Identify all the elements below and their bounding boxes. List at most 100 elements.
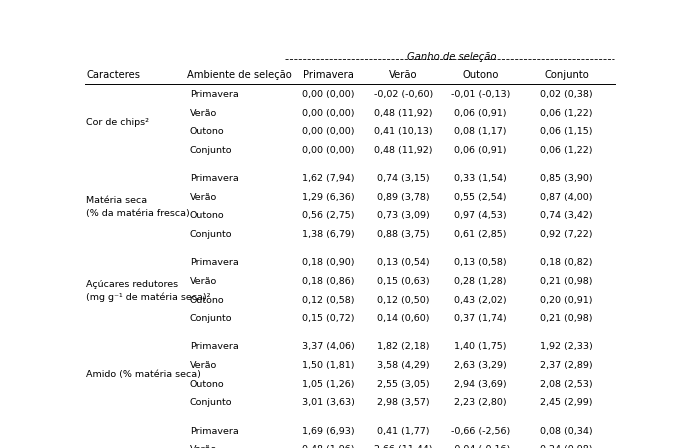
Text: 0,12 (0,58): 0,12 (0,58) — [302, 296, 354, 305]
Text: Conjunto: Conjunto — [190, 146, 232, 155]
Text: 0,00 (0,00): 0,00 (0,00) — [302, 146, 354, 155]
Text: 0,88 (3,75): 0,88 (3,75) — [377, 230, 430, 239]
Text: 2,66 (11,44): 2,66 (11,44) — [374, 445, 433, 448]
Text: 0,61 (2,85): 0,61 (2,85) — [454, 230, 507, 239]
Text: Verão: Verão — [190, 361, 217, 370]
Text: 3,37 (4,06): 3,37 (4,06) — [302, 342, 354, 352]
Text: 3,58 (4,29): 3,58 (4,29) — [377, 361, 430, 370]
Text: 2,23 (2,80): 2,23 (2,80) — [454, 398, 507, 407]
Text: 2,63 (3,29): 2,63 (3,29) — [454, 361, 507, 370]
Text: 0,06 (1,22): 0,06 (1,22) — [540, 108, 593, 117]
Text: 0,89 (3,78): 0,89 (3,78) — [377, 193, 430, 202]
Text: 2,37 (2,89): 2,37 (2,89) — [540, 361, 593, 370]
Text: 0,48 (1,96): 0,48 (1,96) — [302, 445, 354, 448]
Text: 1,38 (6,79): 1,38 (6,79) — [302, 230, 354, 239]
Text: Verão: Verão — [190, 108, 217, 117]
Text: Ambiente de seleção: Ambiente de seleção — [187, 70, 292, 80]
Text: 0,74 (3,15): 0,74 (3,15) — [377, 174, 430, 183]
Text: Primavera: Primavera — [190, 258, 238, 267]
Text: 0,87 (4,00): 0,87 (4,00) — [540, 193, 593, 202]
Text: -0,01 (-0,13): -0,01 (-0,13) — [451, 90, 510, 99]
Text: Outono: Outono — [190, 127, 224, 136]
Text: Primavera: Primavera — [190, 342, 238, 352]
Text: 0,21 (0,98): 0,21 (0,98) — [540, 277, 593, 286]
Text: 0,08 (1,17): 0,08 (1,17) — [454, 127, 507, 136]
Text: 0,20 (0,91): 0,20 (0,91) — [540, 296, 593, 305]
Text: 0,43 (2,02): 0,43 (2,02) — [454, 296, 507, 305]
Text: 0,14 (0,60): 0,14 (0,60) — [377, 314, 430, 323]
Text: 3,01 (3,63): 3,01 (3,63) — [302, 398, 354, 407]
Text: 0,41 (1,77): 0,41 (1,77) — [377, 426, 430, 435]
Text: 1,69 (6,93): 1,69 (6,93) — [302, 426, 354, 435]
Text: 0,00 (0,00): 0,00 (0,00) — [302, 90, 354, 99]
Text: Primavera: Primavera — [303, 70, 354, 80]
Text: 0,00 (0,00): 0,00 (0,00) — [302, 108, 354, 117]
Text: Outono: Outono — [190, 296, 224, 305]
Text: -0,66 (-2,56): -0,66 (-2,56) — [451, 426, 510, 435]
Text: 1,29 (6,36): 1,29 (6,36) — [302, 193, 354, 202]
Text: 0,06 (0,91): 0,06 (0,91) — [454, 146, 507, 155]
Text: 2,98 (3,57): 2,98 (3,57) — [377, 398, 430, 407]
Text: 0,41 (10,13): 0,41 (10,13) — [374, 127, 433, 136]
Text: 2,08 (2,53): 2,08 (2,53) — [540, 380, 593, 389]
Text: 0,21 (0,98): 0,21 (0,98) — [540, 314, 593, 323]
Text: Verão: Verão — [190, 277, 217, 286]
Text: Açúcares redutores: Açúcares redutores — [87, 280, 178, 289]
Text: 0,18 (0,82): 0,18 (0,82) — [540, 258, 593, 267]
Text: Conjunto: Conjunto — [544, 70, 589, 80]
Text: 2,45 (2,99): 2,45 (2,99) — [540, 398, 593, 407]
Text: 0,06 (0,91): 0,06 (0,91) — [454, 108, 507, 117]
Text: Verão: Verão — [389, 70, 418, 80]
Text: 0,48 (11,92): 0,48 (11,92) — [374, 146, 433, 155]
Text: Matéria seca: Matéria seca — [87, 196, 148, 205]
Text: Primavera: Primavera — [190, 426, 238, 435]
Text: 0,18 (0,86): 0,18 (0,86) — [302, 277, 354, 286]
Text: 0,12 (0,50): 0,12 (0,50) — [377, 296, 430, 305]
Text: 1,05 (1,26): 1,05 (1,26) — [302, 380, 354, 389]
Text: 0,06 (1,15): 0,06 (1,15) — [540, 127, 593, 136]
Text: Primavera: Primavera — [190, 90, 238, 99]
Text: Ganho de seleção: Ganho de seleção — [408, 52, 497, 62]
Text: (mg g⁻¹ de matéria seca)²: (mg g⁻¹ de matéria seca)² — [87, 293, 211, 302]
Text: 0,73 (3,09): 0,73 (3,09) — [377, 211, 430, 220]
Text: 0,56 (2,75): 0,56 (2,75) — [302, 211, 354, 220]
Text: 0,00 (0,00): 0,00 (0,00) — [302, 127, 354, 136]
Text: 0,18 (0,90): 0,18 (0,90) — [302, 258, 354, 267]
Text: 0,55 (2,54): 0,55 (2,54) — [454, 193, 507, 202]
Text: Conjunto: Conjunto — [190, 314, 232, 323]
Text: Cor de chips²: Cor de chips² — [87, 118, 150, 127]
Text: 1,82 (2,18): 1,82 (2,18) — [377, 342, 430, 352]
Text: 1,62 (7,94): 1,62 (7,94) — [302, 174, 354, 183]
Text: Outono: Outono — [190, 380, 224, 389]
Text: 0,06 (1,22): 0,06 (1,22) — [540, 146, 593, 155]
Text: 0,37 (1,74): 0,37 (1,74) — [454, 314, 507, 323]
Text: 0,92 (7,22): 0,92 (7,22) — [540, 230, 593, 239]
Text: Outono: Outono — [462, 70, 499, 80]
Text: 0,08 (0,34): 0,08 (0,34) — [540, 426, 593, 435]
Text: (% da matéria fresca): (% da matéria fresca) — [87, 209, 190, 218]
Text: Conjunto: Conjunto — [190, 230, 232, 239]
Text: Amido (% matéria seca): Amido (% matéria seca) — [87, 370, 201, 379]
Text: 1,92 (2,33): 1,92 (2,33) — [540, 342, 593, 352]
Text: 0,28 (1,28): 0,28 (1,28) — [454, 277, 507, 286]
Text: 2,55 (3,05): 2,55 (3,05) — [377, 380, 430, 389]
Text: -0,02 (-0,60): -0,02 (-0,60) — [374, 90, 433, 99]
Text: 0,15 (0,63): 0,15 (0,63) — [377, 277, 430, 286]
Text: 1,40 (1,75): 1,40 (1,75) — [454, 342, 507, 352]
Text: 0,33 (1,54): 0,33 (1,54) — [454, 174, 507, 183]
Text: 0,24 (0,98): 0,24 (0,98) — [540, 445, 593, 448]
Text: 0,74 (3,42): 0,74 (3,42) — [540, 211, 593, 220]
Text: 0,48 (11,92): 0,48 (11,92) — [374, 108, 433, 117]
Text: 0,13 (0,54): 0,13 (0,54) — [377, 258, 430, 267]
Text: Verão: Verão — [190, 445, 217, 448]
Text: 0,02 (0,38): 0,02 (0,38) — [540, 90, 593, 99]
Text: 0,85 (3,90): 0,85 (3,90) — [540, 174, 593, 183]
Text: 0,97 (4,53): 0,97 (4,53) — [454, 211, 507, 220]
Text: Primavera: Primavera — [190, 174, 238, 183]
Text: Caracteres: Caracteres — [87, 70, 141, 80]
Text: -0,04 (-0,16): -0,04 (-0,16) — [451, 445, 510, 448]
Text: 0,15 (0,72): 0,15 (0,72) — [302, 314, 354, 323]
Text: Conjunto: Conjunto — [190, 398, 232, 407]
Text: Verão: Verão — [190, 193, 217, 202]
Text: Outono: Outono — [190, 211, 224, 220]
